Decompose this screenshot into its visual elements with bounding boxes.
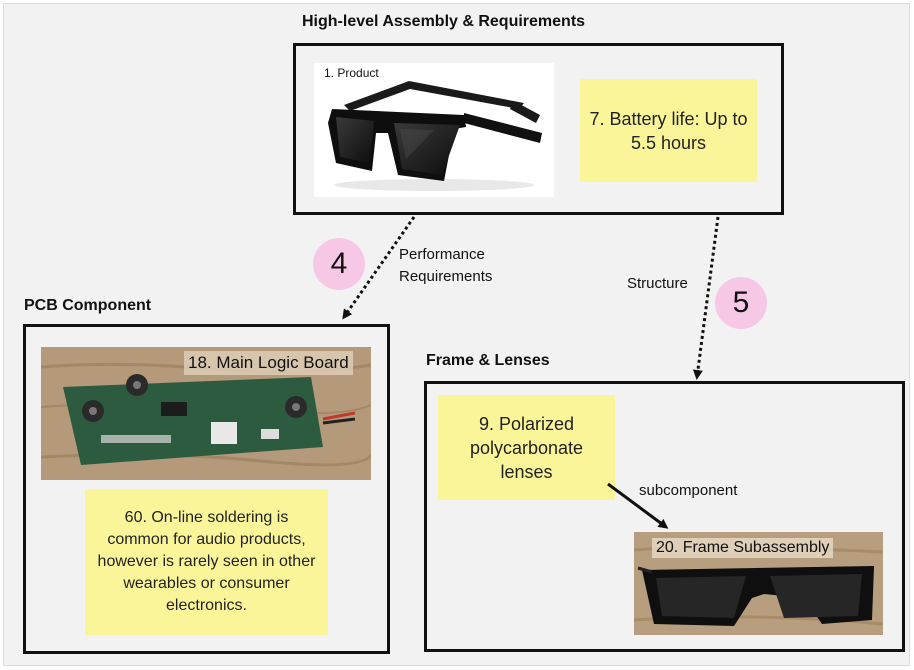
performance-step-badge: 4: [313, 238, 365, 290]
polarized-lenses-sticky[interactable]: 9. Polarized polycarbonate lenses: [438, 395, 615, 500]
subcomponent-edge-label: subcomponent: [639, 482, 738, 499]
battery-life-text: 7. Battery life: Up to 5.5 hours: [589, 108, 748, 153]
assembly-group-title: High-level Assembly & Requirements: [302, 13, 586, 30]
battery-life-sticky[interactable]: 7. Battery life: Up to 5.5 hours: [580, 79, 757, 182]
main-logic-board-photo-card[interactable]: 18. Main Logic Board: [41, 347, 371, 480]
soldering-note-sticky[interactable]: 60. On-line soldering is common for audi…: [85, 489, 328, 635]
polarized-lenses-text: 9. Polarized polycarbonate lenses: [469, 413, 584, 482]
structure-connector[interactable]: [692, 216, 720, 380]
product-label: 1. Product: [324, 66, 379, 80]
structure-step-badge: 5: [715, 277, 767, 329]
performance-edge-label: Performance Requirements: [399, 246, 493, 285]
frame-subassembly-photo-card[interactable]: 20. Frame Subassembly: [634, 532, 883, 635]
frame-subassembly-label: 20. Frame Subassembly: [652, 538, 834, 558]
product-photo-card[interactable]: 1. Product: [314, 63, 554, 197]
frame-group-title: Frame & Lenses: [426, 352, 550, 369]
structure-edge-label: Structure: [627, 275, 688, 292]
frame-group-box[interactable]: [424, 381, 905, 652]
pcb-group-box[interactable]: [23, 324, 390, 654]
soldering-note-text: 60. On-line soldering is common for audi…: [97, 509, 316, 614]
assembly-group-box[interactable]: [293, 43, 784, 215]
frame-sunglasses-image: [634, 532, 883, 635]
performance-connector[interactable]: [342, 216, 416, 320]
main-logic-board-label: 18. Main Logic Board: [184, 351, 353, 375]
pcb-group-title: PCB Component: [24, 297, 152, 314]
subcomponent-connector[interactable]: [607, 482, 669, 529]
sunglasses-product-image: [328, 81, 542, 191]
